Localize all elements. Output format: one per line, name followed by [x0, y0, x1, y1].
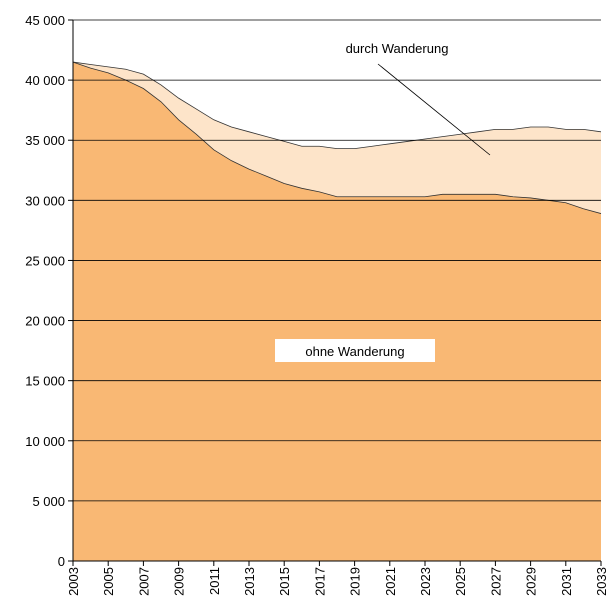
x-tick-label: 2015 — [277, 567, 292, 596]
x-tick-label: 2025 — [453, 567, 468, 596]
y-tick-label: 25 000 — [25, 253, 65, 268]
x-tick-label: 2031 — [559, 567, 574, 596]
y-tick-label: 45 000 — [25, 13, 65, 28]
label-box — [275, 339, 435, 362]
x-tick-label: 2021 — [383, 567, 398, 596]
y-tick-label: 15 000 — [25, 374, 65, 389]
y-tick-label: 30 000 — [25, 193, 65, 208]
y-tick-label: 20 000 — [25, 314, 65, 329]
x-tick-label: 2013 — [242, 567, 257, 596]
x-tick-label: 2029 — [524, 567, 539, 596]
x-tick-label: 2003 — [66, 567, 81, 596]
x-tick-label: 2027 — [488, 567, 503, 596]
series-label: durch Wanderung — [346, 41, 449, 56]
annotation-leader — [377, 63, 491, 156]
x-tick-label: 2017 — [312, 567, 327, 596]
x-tick-label: 2005 — [101, 567, 116, 596]
area — [73, 62, 601, 561]
x-tick-label: 2023 — [418, 567, 433, 596]
area-line — [72, 61, 602, 150]
x-tick-label: 2009 — [172, 567, 187, 596]
y-tick-label: 35 000 — [25, 133, 65, 148]
y-tick-label: 0 — [58, 554, 65, 569]
x-tick-label: 2033 — [594, 567, 606, 596]
area-line — [72, 61, 602, 214]
x-tick-label: 2007 — [136, 567, 151, 596]
y-tick-label: 40 000 — [25, 73, 65, 88]
x-tick-label: 2011 — [207, 567, 222, 595]
series-label: ohne Wanderung — [305, 344, 404, 359]
y-tick-label: 5 000 — [32, 494, 65, 509]
y-tick-label: 10 000 — [25, 434, 65, 449]
x-tick-label: 2019 — [348, 567, 363, 596]
